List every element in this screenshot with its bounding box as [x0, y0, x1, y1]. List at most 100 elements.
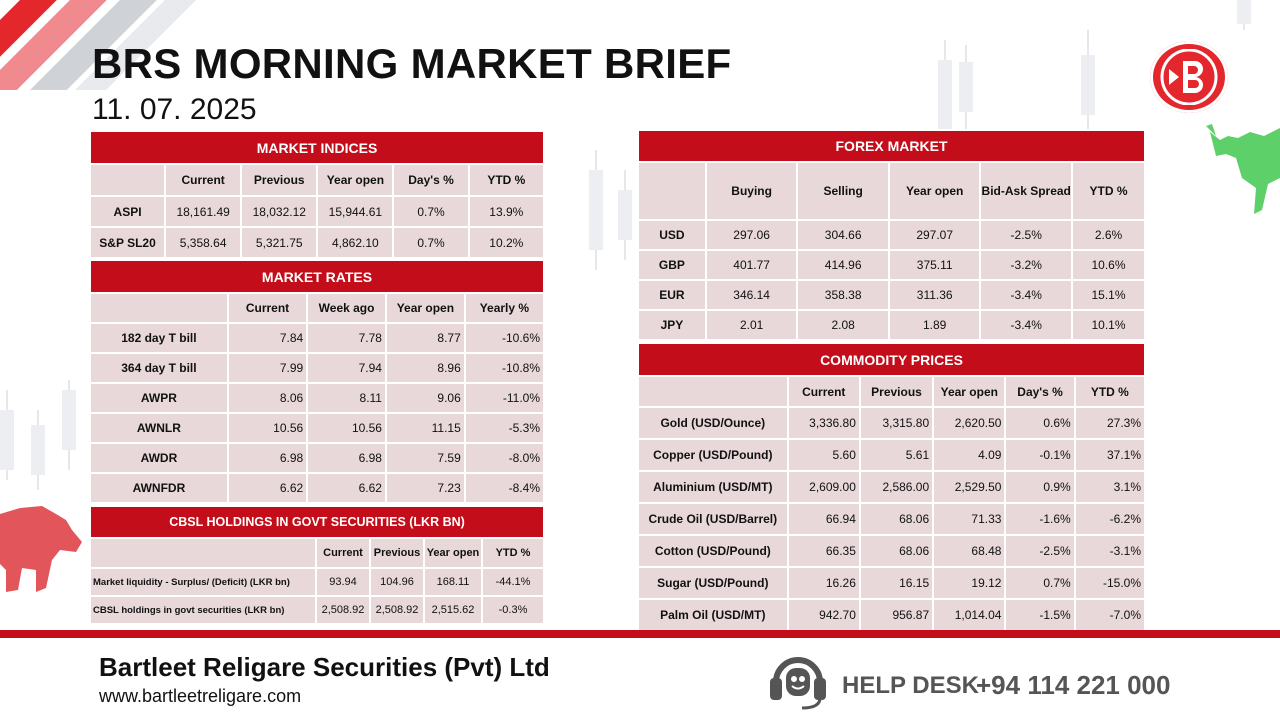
cell: 10.2%: [469, 228, 543, 257]
cell: 2,609.00: [788, 472, 859, 502]
cell: 0.9%: [1006, 472, 1074, 502]
row-label: GBP: [639, 251, 705, 279]
cell: 10.6%: [1072, 251, 1144, 279]
cell: 1,014.04: [934, 600, 1005, 630]
col-header: Current: [788, 377, 859, 406]
cell: 5,321.75: [242, 228, 317, 257]
col-header: Previous: [371, 539, 423, 567]
help-desk-phone[interactable]: +94 114 221 000: [976, 670, 1171, 700]
report-date: 11. 07. 2025: [92, 93, 257, 126]
table-row: AWDR 6.98 6.98 7.59 -8.0%: [91, 444, 543, 472]
cell: 311.36: [889, 281, 980, 309]
cell: 10.56: [308, 414, 385, 442]
cell: 2,508.92: [371, 597, 423, 623]
website-link[interactable]: www.bartleetreligare.com: [99, 686, 302, 706]
cell: -10.6%: [465, 324, 543, 352]
table-row: ASPI 18,161.49 18,032.12 15,944.61 0.7% …: [91, 197, 543, 226]
row-label: Crude Oil (USD/Barrel): [639, 504, 787, 534]
col-header: Yearly %: [465, 294, 543, 322]
col-header: Bid-Ask Spread: [981, 163, 1071, 219]
col-header: YTD %: [469, 165, 543, 195]
cell: 3,315.80: [860, 408, 933, 438]
cell: 7.99: [228, 354, 307, 382]
row-label: AWNLR: [91, 414, 227, 442]
cell: 93.94: [317, 569, 369, 595]
cell: 304.66: [798, 221, 888, 249]
col-header: YTD %: [483, 539, 543, 567]
table-row: EUR 346.14 358.38 311.36 -3.4% 15.1%: [639, 281, 1144, 309]
commodity-prices-table: COMMODITY PRICES Current Previous Year o…: [637, 342, 1146, 632]
cell: -2.5%: [981, 221, 1071, 249]
col-header: Year open: [934, 377, 1005, 406]
b-logo-icon: [1150, 41, 1228, 113]
table-row: AWPR 8.06 8.11 9.06 -11.0%: [91, 384, 543, 412]
col-header: Day's %: [1006, 377, 1074, 406]
row-label: Palm Oil (USD/MT): [639, 600, 787, 630]
col-header: Year open: [425, 539, 481, 567]
cell: 7.59: [386, 444, 464, 472]
col-header: Year open: [889, 163, 980, 219]
cell: 66.94: [788, 504, 859, 534]
col-header: [91, 165, 165, 195]
table-row: AWNLR 10.56 10.56 11.15 -5.3%: [91, 414, 543, 442]
row-label: EUR: [639, 281, 705, 309]
company-name: Bartleet Religare Securities (Pvt) Ltd: [99, 652, 550, 682]
cell: 8.96: [386, 354, 464, 382]
cell: 2.01: [706, 311, 797, 339]
help-desk-label: HELP DESK: [842, 672, 979, 699]
footer-divider: [0, 630, 1280, 638]
cell: 10.56: [228, 414, 307, 442]
cell: 5,358.64: [166, 228, 241, 257]
cell: -3.1%: [1075, 536, 1144, 566]
cell: -8.0%: [465, 444, 543, 472]
cell: 71.33: [934, 504, 1005, 534]
cell: 8.11: [308, 384, 385, 412]
market-rates-table: MARKET RATES Current Week ago Year open …: [89, 259, 545, 504]
cell: 0.7%: [394, 228, 468, 257]
market-rates-title: MARKET RATES: [91, 261, 543, 292]
cell: 2,586.00: [860, 472, 933, 502]
cell: -3.4%: [981, 281, 1071, 309]
cell: 68.06: [860, 536, 933, 566]
cell: 2,515.62: [425, 597, 481, 623]
row-label: JPY: [639, 311, 705, 339]
col-header: Previous: [860, 377, 933, 406]
cell: 6.62: [228, 474, 307, 502]
cell: 1.89: [889, 311, 980, 339]
cbsl-holdings-table: CBSL HOLDINGS IN GOVT SECURITIES (LKR BN…: [89, 505, 545, 625]
table-row: Aluminium (USD/MT) 2,609.00 2,586.00 2,5…: [639, 472, 1144, 502]
cell: 5.60: [788, 440, 859, 470]
cell: -3.2%: [981, 251, 1071, 279]
cell: -8.4%: [465, 474, 543, 502]
col-header: Year open: [318, 165, 393, 195]
col-header: YTD %: [1072, 163, 1144, 219]
cell: -15.0%: [1075, 568, 1144, 598]
bull-icon: [1206, 124, 1280, 214]
cell: 401.77: [706, 251, 797, 279]
row-label: Sugar (USD/Pound): [639, 568, 787, 598]
cell: 4.09: [934, 440, 1005, 470]
cell: -44.1%: [483, 569, 543, 595]
cell: 7.94: [308, 354, 385, 382]
col-header: Current: [166, 165, 241, 195]
row-label: USD: [639, 221, 705, 249]
cell: 19.12: [934, 568, 1005, 598]
cell: 68.06: [860, 504, 933, 534]
cell: 297.07: [889, 221, 980, 249]
table-row: 182 day T bill 7.84 7.78 8.77 -10.6%: [91, 324, 543, 352]
row-label: Market liquidity - Surplus/ (Deficit) (L…: [91, 569, 315, 595]
col-header: Current: [317, 539, 369, 567]
col-header: [639, 377, 787, 406]
row-label: 364 day T bill: [91, 354, 227, 382]
bear-icon: [0, 506, 82, 592]
table-row: Gold (USD/Ounce) 3,336.80 3,315.80 2,620…: [639, 408, 1144, 438]
row-label: AWPR: [91, 384, 227, 412]
table-row: JPY 2.01 2.08 1.89 -3.4% 10.1%: [639, 311, 1144, 339]
col-header: Previous: [242, 165, 317, 195]
col-header: Selling: [798, 163, 888, 219]
col-header: [639, 163, 705, 219]
cbsl-holdings-title: CBSL HOLDINGS IN GOVT SECURITIES (LKR BN…: [91, 507, 543, 537]
cell: 8.77: [386, 324, 464, 352]
row-label: ASPI: [91, 197, 165, 226]
cell: 68.48: [934, 536, 1005, 566]
